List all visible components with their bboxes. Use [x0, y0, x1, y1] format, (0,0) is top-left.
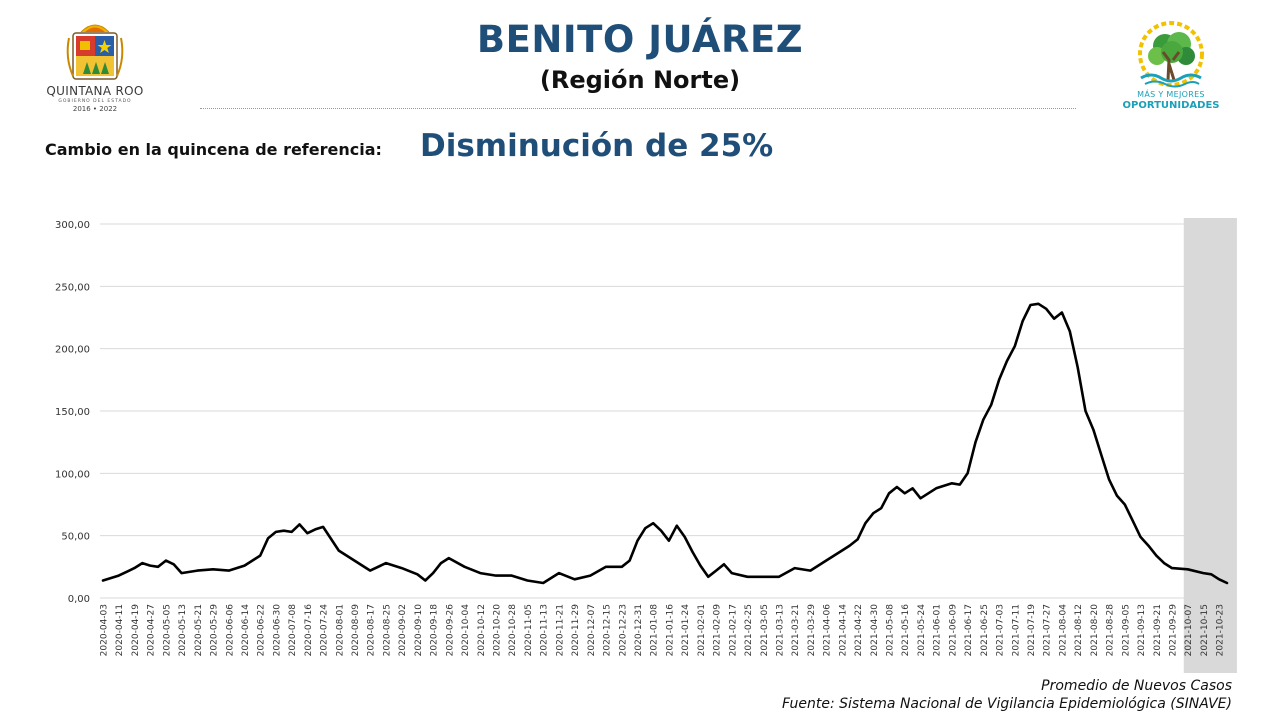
- x-tick-label: 2021-01-24: [681, 604, 691, 657]
- x-tick-label: 2021-03-05: [760, 604, 770, 656]
- page-subtitle: (Región Norte): [539, 66, 741, 94]
- y-tick-label: 100,00: [55, 469, 90, 480]
- x-tick-label: 2021-08-12: [1074, 604, 1084, 656]
- x-tick-label: 2020-12-31: [634, 604, 644, 656]
- y-tick-label: 50,00: [61, 532, 90, 543]
- x-tick-label: 2021-04-14: [838, 604, 848, 657]
- x-tick-label: 2020-05-21: [194, 604, 204, 656]
- x-tick-label: 2021-06-01: [933, 604, 943, 656]
- x-tick-label: 2021-04-30: [870, 604, 880, 657]
- x-tick-label: 2020-05-13: [178, 604, 188, 656]
- x-tick-label: 2020-07-08: [288, 604, 298, 657]
- x-tick-label: 2021-02-25: [744, 604, 754, 656]
- state-name: QUINTANA ROO: [46, 84, 144, 98]
- x-tick-label: 2020-09-18: [430, 604, 440, 657]
- x-tick-label: 2021-03-21: [791, 604, 801, 656]
- x-tick-label: 2021-08-20: [1090, 604, 1100, 657]
- slogan-logo: MÁS Y MEJORES OPORTUNIDADES: [1120, 20, 1230, 116]
- x-tick-label: 2020-06-22: [257, 604, 267, 656]
- x-tick-label: 2021-09-21: [1153, 604, 1163, 656]
- x-tick-label: 2021-01-08: [650, 604, 660, 657]
- series-line: [101, 302, 1229, 585]
- x-tick-label: 2020-11-05: [524, 604, 534, 656]
- x-tick-label: 2021-09-13: [1137, 604, 1147, 656]
- x-tick-label: 2020-12-07: [587, 604, 597, 656]
- y-tick-label: 0,00: [68, 594, 90, 605]
- x-tick-label: 2020-11-21: [555, 604, 565, 656]
- x-tick-label: 2021-10-23: [1216, 604, 1226, 656]
- header-divider: [200, 108, 1076, 109]
- x-tick-label: 2021-07-11: [1011, 604, 1021, 656]
- page-title: BENITO JUÁREZ: [476, 18, 804, 61]
- x-tick-label: 2020-12-23: [618, 604, 628, 656]
- change-value: Disminución de 25%: [420, 128, 774, 164]
- x-tick-label: 2021-07-27: [1043, 604, 1053, 656]
- x-tick-label: 2021-04-22: [854, 604, 864, 656]
- x-tick-label: 2020-06-14: [241, 604, 251, 657]
- tree-logo-icon: [1138, 21, 1204, 88]
- x-tick-label: 2020-04-03: [100, 604, 110, 656]
- x-tick-label: 2021-05-24: [917, 604, 927, 657]
- x-tick-label: 2021-04-06: [823, 604, 833, 657]
- x-tick-label: 2021-05-16: [901, 604, 911, 657]
- x-tick-label: 2020-11-13: [540, 604, 550, 656]
- x-tick-label: 2020-05-05: [162, 604, 172, 656]
- x-tick-label: 2021-06-17: [964, 604, 974, 656]
- x-tick-label: 2020-04-27: [147, 604, 157, 656]
- x-tick-label: 2020-09-10: [414, 604, 424, 657]
- administration-years: 2016 • 2022: [72, 105, 118, 113]
- y-tick-label: 250,00: [55, 282, 90, 293]
- x-tick-label: 2021-01-16: [665, 604, 675, 657]
- x-tick-label: 2020-10-12: [477, 604, 487, 656]
- x-tick-label: 2021-07-03: [996, 604, 1006, 656]
- x-tick-label: 2021-02-09: [713, 604, 723, 657]
- x-tick-label: 2021-07-19: [1027, 604, 1037, 657]
- x-tick-label: 2020-09-02: [398, 604, 408, 656]
- x-tick-label: 2020-08-09: [351, 604, 361, 657]
- change-label: Cambio en la quincena de referencia:: [45, 140, 382, 159]
- x-tick-label: 2021-06-09: [948, 604, 958, 657]
- source-note: Fuente: Sistema Nacional de Vigilancia E…: [782, 696, 1232, 712]
- x-tick-label: 2020-10-20: [493, 604, 503, 657]
- x-tick-label: 2021-02-17: [728, 604, 738, 656]
- x-tick-label: 2021-10-15: [1200, 604, 1210, 656]
- state-government-label: GOBIERNO DEL ESTADO: [58, 99, 132, 104]
- x-tick-label: 2021-10-07: [1184, 604, 1194, 656]
- reference-window-shade: [1183, 218, 1237, 673]
- x-tick-label: 2021-08-04: [1058, 604, 1068, 657]
- slogan-line-1: MÁS Y MEJORES: [1137, 90, 1205, 99]
- x-tick-label: 2020-06-30: [272, 604, 282, 657]
- coat-of-arms-icon: [66, 24, 124, 80]
- x-tick-label: 2021-06-25: [980, 604, 990, 656]
- x-tick-label: 2020-07-24: [320, 604, 330, 657]
- x-tick-label: 2020-08-17: [367, 604, 377, 656]
- series-label: Promedio de Nuevos Casos: [1041, 678, 1232, 694]
- x-tick-label: 2021-08-28: [1106, 604, 1116, 657]
- x-tick-label: 2020-08-25: [382, 604, 392, 656]
- state-logo: QUINTANA ROO GOBIERNO DEL ESTADO 2016 • …: [40, 18, 150, 114]
- x-tick-label: 2021-09-29: [1168, 604, 1178, 657]
- x-tick-label: 2021-05-08: [886, 604, 896, 657]
- x-tick-label: 2020-04-19: [131, 604, 141, 657]
- x-tick-label: 2021-03-13: [775, 604, 785, 656]
- x-tick-label: 2020-06-06: [225, 604, 235, 657]
- y-tick-label: 150,00: [55, 407, 90, 418]
- y-tick-label: 200,00: [55, 345, 90, 356]
- x-tick-label: 2020-11-29: [571, 604, 581, 657]
- x-tick-label: 2020-10-28: [508, 604, 518, 657]
- y-tick-label: 300,00: [55, 220, 90, 231]
- x-tick-label: 2020-09-26: [445, 604, 455, 657]
- x-tick-label: 2020-07-16: [304, 604, 314, 657]
- x-tick-label: 2020-08-01: [335, 604, 345, 656]
- x-tick-label: 2021-09-05: [1121, 604, 1131, 656]
- x-tick-label: 2020-04-11: [115, 604, 125, 656]
- x-tick-label: 2021-03-29: [807, 604, 817, 657]
- slogan-line-2: OPORTUNIDADES: [1122, 100, 1220, 111]
- x-tick-label: 2021-02-01: [697, 604, 707, 656]
- x-tick-label: 2020-12-15: [603, 604, 613, 656]
- x-tick-label: 2020-05-29: [210, 604, 220, 657]
- x-tick-label: 2020-10-04: [461, 604, 471, 657]
